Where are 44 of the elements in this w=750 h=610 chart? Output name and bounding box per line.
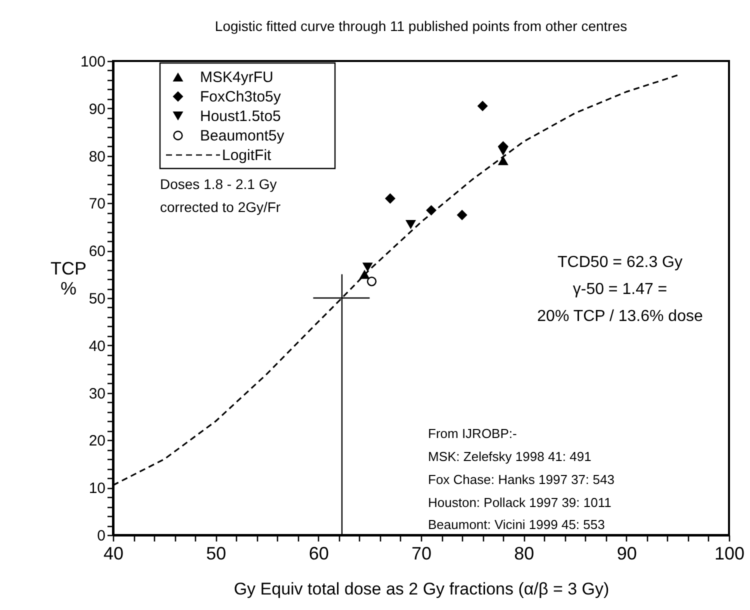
x-tick-label: 70 <box>411 544 432 564</box>
legend-label: LogitFit <box>222 147 272 164</box>
point <box>498 146 508 156</box>
y-tick-label: 60 <box>88 243 106 260</box>
y-tick-label: 80 <box>88 148 106 166</box>
y-tick-label: 40 <box>88 338 106 355</box>
annotation: MSK: Zelefsky 1998 41: 491 <box>428 449 592 464</box>
point <box>456 210 468 220</box>
annotation: Beaumont: Vicini 1999 45: 553 <box>428 517 605 532</box>
annotation: Houston: Pollack 1997 39: 1011 <box>428 495 612 510</box>
x-axis-title: Gy Equiv total dose as 2 Gy fractions (α/β = 3 Gy) <box>234 580 610 598</box>
y-tick-label: 20 <box>88 432 106 450</box>
annotation: corrected to 2Gy/Fr <box>160 199 281 215</box>
point <box>384 193 396 204</box>
x-tick-label: 60 <box>308 544 329 564</box>
y-tick-label: 70 <box>88 196 106 213</box>
annotation: 20% TCP / 13.6% dose <box>537 308 703 325</box>
annotation: γ-50 = 1.47 = <box>572 281 668 298</box>
legend-label: MSK4yrFU <box>200 69 274 86</box>
chart-title: Logistic fitted curve through 11 published points from other centres <box>214 18 628 34</box>
annotation: TCD50 = 62.3 Gy <box>558 254 682 271</box>
x-tick-label: 100 <box>714 544 745 564</box>
x-tick-label: 40 <box>103 544 124 564</box>
legend-label: FoxCh3to5y <box>200 88 282 106</box>
annotation: Doses 1.8 - 2.1 Gy <box>160 176 277 192</box>
y-axis-title: TCP % <box>50 258 86 298</box>
y-tick-label: 100 <box>80 54 106 70</box>
x-tick-label: 80 <box>514 544 534 564</box>
y-tick-label: 50 <box>88 290 106 308</box>
point <box>362 262 373 272</box>
y-tick-label: 0 <box>97 528 106 544</box>
x-tick-label: 90 <box>616 544 637 564</box>
y-tick-label: 10 <box>88 480 106 498</box>
point <box>498 156 508 166</box>
point <box>366 276 377 286</box>
legend-label: Beaumont5y <box>200 128 285 144</box>
legend-label: Houst1.5to5 <box>200 108 281 125</box>
x-tick-label: 50 <box>206 544 226 564</box>
annotation: From IJROBP:- <box>428 426 517 441</box>
point <box>477 100 488 112</box>
point <box>405 220 416 230</box>
y-tick-label: 30 <box>88 385 106 402</box>
annotation: Fox Chase: Hanks 1997 37: 543 <box>428 472 614 487</box>
y-tick-label: 90 <box>88 100 106 118</box>
